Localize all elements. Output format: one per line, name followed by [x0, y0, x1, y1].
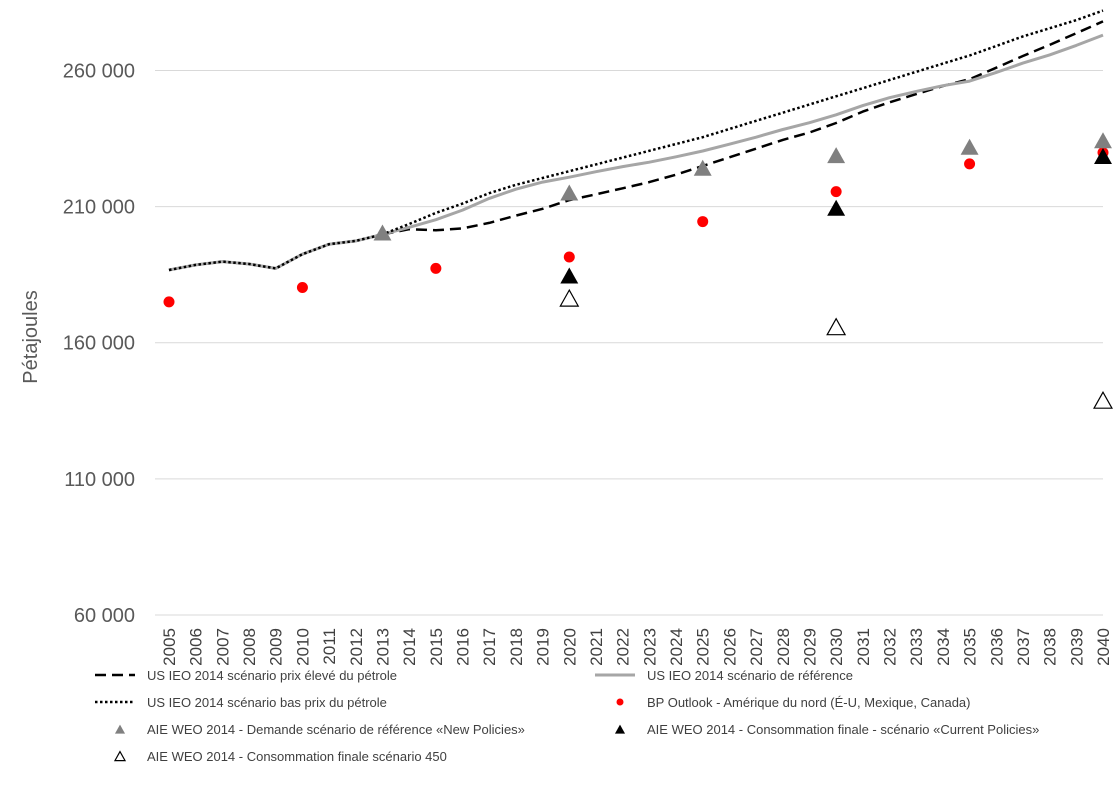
x-tick-label: 2024: [667, 628, 686, 666]
data-point: [827, 147, 846, 164]
y-axis-ticks: 60 000 110 000 160 000 210 000 260 000: [63, 60, 135, 627]
y-tick-label: 260 000: [63, 60, 135, 82]
gridlines: [155, 69, 1103, 480]
x-tick-label: 2032: [881, 628, 900, 666]
data-point: [826, 317, 847, 336]
x-tick-label: 2037: [1014, 628, 1033, 666]
x-tick-label: 2027: [747, 628, 766, 666]
x-tick-label: 2010: [293, 628, 312, 666]
x-tick-label: 2022: [614, 628, 633, 666]
data-point: [163, 296, 175, 308]
x-tick-label: 2009: [267, 628, 286, 666]
legend-item: US IEO 2014 scénario de référence: [595, 668, 853, 683]
x-tick-label: 2040: [1094, 628, 1113, 666]
legend-item: AIE WEO 2014 - Consommation finale - scé…: [614, 722, 1039, 737]
data-point: [830, 186, 842, 198]
legend: US IEO 2014 scénario prix élevé du pétro…: [95, 668, 1039, 764]
legend-label: AIE WEO 2014 - Consommation finale - scé…: [647, 722, 1039, 737]
data-point: [373, 224, 392, 241]
x-tick-label: 2025: [694, 628, 713, 666]
x-tick-label: 2029: [800, 628, 819, 666]
x-tick-label: 2031: [854, 628, 873, 666]
data-point: [1093, 390, 1113, 409]
legend-label: BP Outlook - Amérique du nord (É-U, Mexi…: [647, 695, 970, 710]
data-point: [960, 138, 979, 155]
y-tick-label: 110 000: [64, 469, 135, 491]
data-point: [430, 262, 442, 274]
x-tick-label: 2020: [560, 628, 579, 666]
legend-item: AIE WEO 2014 - Demande scénario de référ…: [114, 722, 525, 737]
x-tick-label: 2018: [507, 628, 526, 666]
x-tick-label: 2035: [961, 628, 980, 666]
y-tick-label: 60 000: [74, 605, 135, 627]
x-tick-label: 2028: [774, 628, 793, 666]
data-point: [827, 199, 846, 216]
data-point: [964, 158, 976, 170]
legend-item: US IEO 2014 scénario bas prix du pétrole: [95, 695, 387, 710]
series-line: [168, 20, 1104, 272]
legend-label: US IEO 2014 scénario prix élevé du pétro…: [147, 668, 397, 683]
legend-label: AIE WEO 2014 - Consommation finale scéna…: [147, 749, 447, 764]
series-group: [163, 9, 1113, 409]
data-point: [560, 184, 579, 201]
x-tick-label: 2013: [373, 628, 392, 666]
x-axis-ticks: 2005 2006 2007 2008 2009 2010 2011 2012 2013 2014…: [160, 628, 1113, 666]
legend-item: US IEO 2014 scénario prix élevé du pétro…: [95, 668, 397, 683]
data-point: [563, 251, 575, 263]
x-tick-label: 2012: [347, 628, 366, 666]
data-point: [559, 288, 580, 307]
legend-item: BP Outlook - Amérique du nord (É-U, Mexi…: [616, 695, 970, 710]
x-tick-label: 2017: [480, 628, 499, 666]
x-tick-label: 2011: [320, 628, 339, 665]
legend-label: US IEO 2014 scénario bas prix du pétrole: [147, 695, 387, 710]
legend-swatch: [113, 750, 127, 762]
x-tick-label: 2033: [907, 628, 926, 666]
legend-label: US IEO 2014 scénario de référence: [647, 668, 853, 683]
data-point: [560, 267, 579, 284]
x-tick-label: 2015: [427, 628, 446, 666]
data-point: [296, 281, 308, 293]
y-tick-label: 210 000: [63, 197, 135, 219]
x-tick-label: 2005: [160, 628, 179, 666]
x-tick-label: 2038: [1041, 628, 1060, 666]
x-tick-label: 2023: [640, 628, 659, 666]
legend-item: AIE WEO 2014 - Consommation finale scéna…: [113, 749, 447, 764]
x-tick-label: 2036: [987, 628, 1006, 666]
legend-swatch: [114, 724, 126, 734]
legend-label: AIE WEO 2014 - Demande scénario de référ…: [147, 722, 525, 737]
y-axis-title: Pétajoules: [20, 290, 42, 383]
x-tick-label: 2021: [587, 628, 606, 666]
x-tick-label: 2008: [240, 628, 259, 666]
x-tick-label: 2007: [213, 628, 232, 666]
data-point: [1094, 147, 1112, 164]
x-tick-label: 2014: [400, 628, 419, 666]
data-point: [1094, 132, 1112, 149]
x-tick-label: 2006: [187, 628, 206, 666]
x-tick-label: 2039: [1067, 628, 1086, 666]
x-tick-label: 2034: [934, 628, 953, 666]
x-tick-label: 2016: [454, 628, 473, 666]
legend-swatch: [614, 724, 626, 734]
data-point: [693, 159, 712, 176]
x-tick-label: 2026: [720, 628, 739, 666]
data-point: [697, 216, 709, 228]
x-tick-label: 2019: [534, 628, 553, 666]
x-tick-label: 2030: [827, 628, 846, 666]
y-tick-label: 160 000: [63, 333, 135, 355]
legend-swatch: [616, 698, 624, 706]
series-line: [168, 9, 1104, 272]
